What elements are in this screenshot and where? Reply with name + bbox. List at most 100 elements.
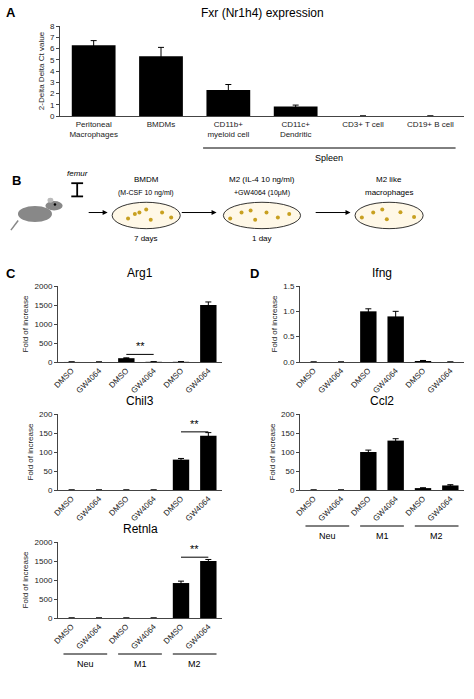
svg-text:DMSO: DMSO <box>107 494 130 517</box>
svg-text:4: 4 <box>50 67 55 76</box>
svg-text:M2 (IL-4 10 ng/ml): M2 (IL-4 10 ng/ml) <box>229 175 295 184</box>
svg-text:0.0: 0.0 <box>283 358 295 367</box>
svg-text:GW4064: GW4064 <box>371 494 400 523</box>
svg-text:M2: M2 <box>430 531 443 541</box>
svg-text:Fold of increase: Fold of increase <box>21 295 30 352</box>
svg-text:50: 50 <box>285 467 294 476</box>
svg-text:Fold of increase: Fold of increase <box>26 423 35 480</box>
svg-text:DMSO: DMSO <box>404 494 427 517</box>
svg-text:(M-CSF 10 ng/ml): (M-CSF 10 ng/ml) <box>118 189 174 197</box>
svg-text:0: 0 <box>290 486 295 495</box>
svg-text:2: 2 <box>50 89 55 98</box>
svg-text:200: 200 <box>281 410 295 419</box>
svg-text:M2: M2 <box>188 659 201 669</box>
svg-text:GW4064: GW4064 <box>129 366 158 395</box>
svg-text:2000: 2000 <box>35 538 53 547</box>
svg-text:CD3+ T cell: CD3+ T cell <box>342 120 384 129</box>
svg-text:DMSO: DMSO <box>349 366 372 389</box>
svg-text:M2 like: M2 like <box>376 175 402 184</box>
svg-text:**: ** <box>136 340 145 352</box>
svg-text:2-Delta Delta Ct value: 2-Delta Delta Ct value <box>37 31 46 110</box>
svg-text:DMSO: DMSO <box>107 622 130 645</box>
svg-text:GW4064: GW4064 <box>371 366 400 395</box>
svg-text:D: D <box>250 266 259 281</box>
svg-text:DMSO: DMSO <box>162 622 185 645</box>
svg-text:Fold of increase: Fold of increase <box>270 295 279 352</box>
svg-text:GW4064: GW4064 <box>75 366 104 395</box>
svg-text:macrophages: macrophages <box>365 188 413 197</box>
svg-text:100: 100 <box>39 448 53 457</box>
svg-text:5: 5 <box>50 56 55 65</box>
svg-text:GW4064: GW4064 <box>317 494 346 523</box>
svg-text:50: 50 <box>43 467 52 476</box>
svg-text:C: C <box>6 266 16 281</box>
svg-text:+GW4064 (10μM): +GW4064 (10μM) <box>234 189 290 197</box>
svg-text:GW4064: GW4064 <box>426 494 455 523</box>
svg-text:1000: 1000 <box>35 320 53 329</box>
svg-text:1500: 1500 <box>35 301 53 310</box>
svg-text:7: 7 <box>50 33 55 42</box>
svg-text:GW4064: GW4064 <box>426 366 455 395</box>
svg-text:Ifng: Ifng <box>372 266 392 280</box>
svg-text:8: 8 <box>50 22 55 31</box>
svg-text:PeritonealMacrophages: PeritonealMacrophages <box>69 120 117 139</box>
svg-text:M1: M1 <box>376 531 389 541</box>
svg-text:CD11b+myeloid cell: CD11b+myeloid cell <box>207 120 249 139</box>
svg-text:GW4064: GW4064 <box>75 494 104 523</box>
svg-text:GW4064: GW4064 <box>75 622 104 651</box>
svg-text:GW4064: GW4064 <box>129 622 158 651</box>
svg-text:DMSO: DMSO <box>107 366 130 389</box>
svg-text:CD19+ B cell: CD19+ B cell <box>407 120 454 129</box>
svg-text:0: 0 <box>48 614 53 623</box>
svg-text:Chil3: Chil3 <box>126 394 154 408</box>
svg-text:**: ** <box>190 543 199 555</box>
svg-text:500: 500 <box>39 339 53 348</box>
svg-text:BMDM: BMDM <box>134 175 159 184</box>
svg-text:GW4064: GW4064 <box>184 622 213 651</box>
svg-text:6: 6 <box>50 44 55 53</box>
svg-text:DMSO: DMSO <box>404 366 427 389</box>
svg-text:Fold of increase: Fold of increase <box>21 551 30 608</box>
svg-text:1.0: 1.0 <box>283 307 295 316</box>
svg-text:500: 500 <box>39 595 53 604</box>
svg-text:femur: femur <box>67 169 88 178</box>
svg-text:2000: 2000 <box>35 282 53 291</box>
svg-text:1.5: 1.5 <box>283 282 295 291</box>
svg-text:DMSO: DMSO <box>162 494 185 517</box>
svg-text:100: 100 <box>281 448 295 457</box>
svg-text:Neu: Neu <box>77 659 94 669</box>
svg-text:DMSO: DMSO <box>295 494 318 517</box>
svg-text:DMSO: DMSO <box>53 366 76 389</box>
svg-text:Ccl2: Ccl2 <box>370 394 394 408</box>
svg-text:DMSO: DMSO <box>349 494 372 517</box>
svg-text:GW4064: GW4064 <box>184 494 213 523</box>
svg-text:DMSO: DMSO <box>162 366 185 389</box>
svg-text:7 days: 7 days <box>134 234 158 243</box>
svg-text:B: B <box>12 173 21 188</box>
svg-text:GW4064: GW4064 <box>317 366 346 395</box>
svg-text:150: 150 <box>39 429 53 438</box>
svg-text:1000: 1000 <box>35 576 53 585</box>
svg-text:200: 200 <box>39 410 53 419</box>
svg-text:1: 1 <box>50 101 55 110</box>
svg-text:M1: M1 <box>134 659 147 669</box>
svg-text:0: 0 <box>48 486 53 495</box>
svg-text:150: 150 <box>281 429 295 438</box>
svg-text:GW4064: GW4064 <box>129 494 158 523</box>
svg-text:0: 0 <box>48 358 53 367</box>
svg-text:3: 3 <box>50 78 55 87</box>
svg-text:GW4064: GW4064 <box>184 366 213 395</box>
svg-text:0: 0 <box>50 112 55 121</box>
svg-text:DMSO: DMSO <box>53 622 76 645</box>
svg-text:**: ** <box>190 418 199 430</box>
svg-text:Fxr (Nr1h4) expression: Fxr (Nr1h4) expression <box>201 6 324 20</box>
svg-text:CD11c+Dendritic: CD11c+Dendritic <box>280 120 312 139</box>
svg-text:1 day: 1 day <box>252 234 272 243</box>
svg-text:Retnla: Retnla <box>123 522 158 536</box>
svg-text:DMSO: DMSO <box>53 494 76 517</box>
svg-text:Fold of increase: Fold of increase <box>268 423 277 480</box>
svg-text:DMSO: DMSO <box>295 366 318 389</box>
svg-text:Arg1: Arg1 <box>127 266 153 280</box>
svg-text:0.5: 0.5 <box>283 332 295 341</box>
svg-text:Spleen: Spleen <box>315 153 343 163</box>
